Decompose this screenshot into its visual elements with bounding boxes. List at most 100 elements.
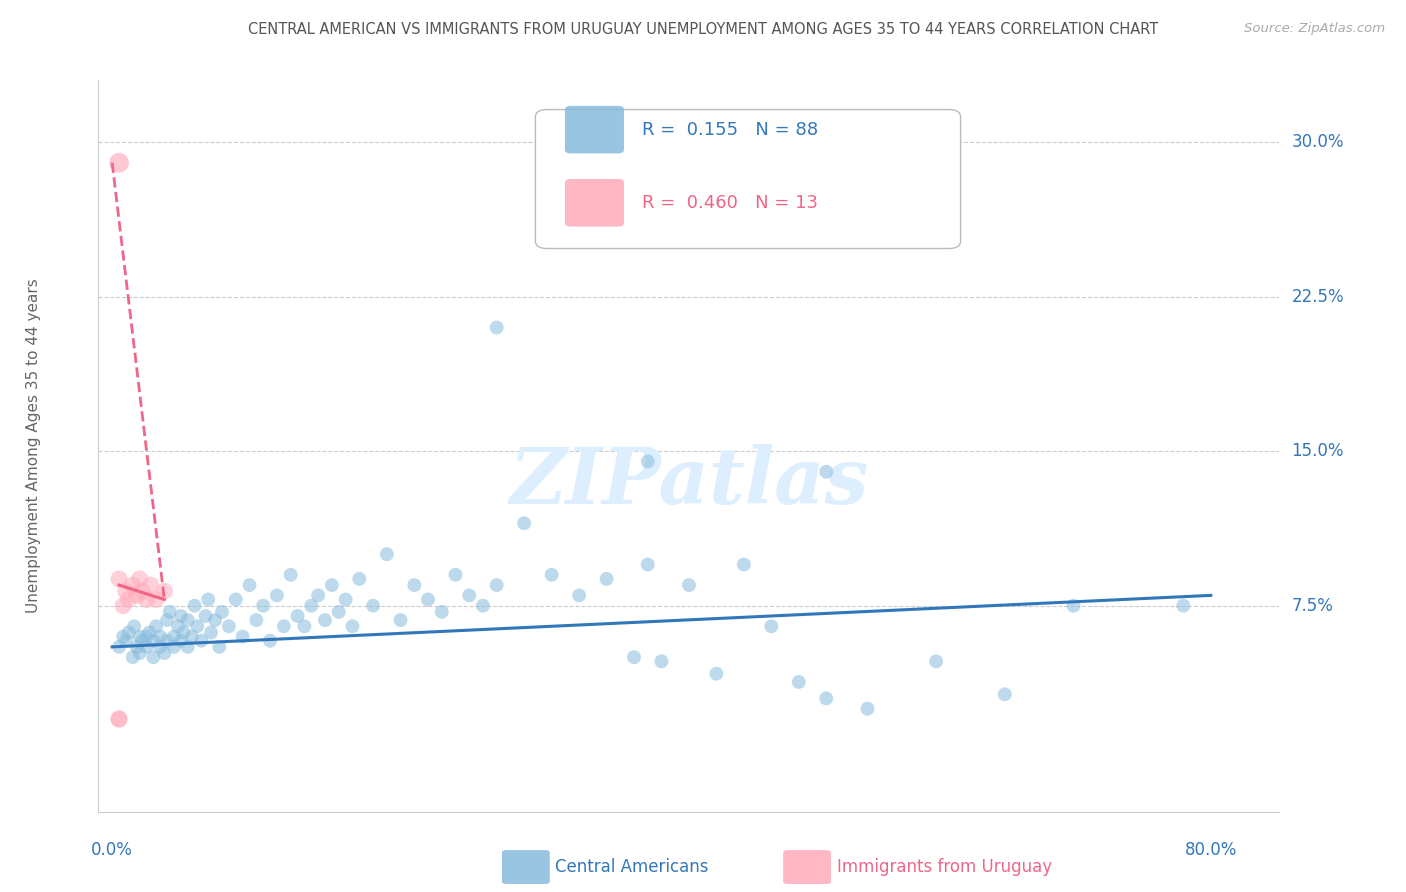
Point (994, 687, 1017, 701)
Point (299, 599, 322, 613)
Point (208, 640, 231, 654)
Point (314, 613, 336, 627)
Point (204, 613, 226, 627)
Point (389, 613, 412, 627)
Point (259, 633, 281, 648)
Point (180, 630, 202, 644)
Point (156, 633, 179, 648)
Point (225, 592, 247, 607)
Point (416, 592, 439, 607)
Point (186, 619, 208, 633)
Point (856, 702, 879, 716)
Text: Unemployment Among Ages 35 to 44 years: Unemployment Among Ages 35 to 44 years (25, 278, 41, 614)
Point (1062, 599, 1084, 613)
Point (342, 619, 364, 633)
Point (122, 619, 145, 633)
Point (197, 592, 219, 607)
Point (252, 599, 274, 613)
Point (540, 567, 562, 582)
Point (125, 588, 148, 602)
Point (153, 584, 176, 599)
Text: Central Americans: Central Americans (555, 858, 709, 876)
Point (637, 558, 659, 572)
Point (787, 674, 810, 689)
FancyBboxPatch shape (536, 110, 960, 249)
Point (190, 633, 212, 648)
Point (485, 578, 508, 592)
Point (115, 584, 138, 599)
Point (706, 666, 728, 681)
Point (176, 640, 198, 654)
Point (121, 578, 143, 592)
Point (294, 619, 316, 633)
Point (112, 630, 135, 644)
Text: R =  0.155   N = 88: R = 0.155 N = 88 (641, 120, 818, 138)
Point (142, 650, 165, 665)
Point (115, 633, 138, 648)
Point (128, 646, 150, 660)
Point (637, 454, 659, 468)
Point (200, 625, 222, 640)
Point (173, 625, 195, 640)
Point (194, 609, 217, 624)
Point (815, 465, 838, 479)
Point (375, 547, 398, 561)
Point (128, 572, 150, 586)
Text: 15.0%: 15.0% (1291, 442, 1344, 460)
Point (513, 516, 536, 531)
Point (131, 633, 153, 648)
Point (218, 619, 240, 633)
Text: Immigrants from Uruguay: Immigrants from Uruguay (837, 858, 1052, 876)
Point (623, 650, 645, 665)
Point (131, 584, 153, 599)
Point (925, 654, 948, 668)
Point (170, 633, 193, 648)
Point (108, 572, 131, 586)
Point (678, 578, 700, 592)
Point (135, 592, 157, 607)
Point (321, 578, 343, 592)
Point (761, 619, 783, 633)
Point (108, 640, 131, 654)
Point (471, 599, 494, 613)
Text: 22.5%: 22.5% (1291, 287, 1344, 306)
Point (135, 640, 157, 654)
Point (273, 619, 295, 633)
Point (485, 320, 508, 334)
Point (108, 155, 131, 169)
Point (307, 588, 329, 602)
Point (108, 712, 131, 726)
Point (650, 654, 672, 668)
Point (404, 578, 426, 592)
Text: R =  0.460   N = 13: R = 0.460 N = 13 (641, 194, 818, 211)
Point (232, 630, 254, 644)
FancyBboxPatch shape (565, 179, 624, 227)
Point (245, 613, 267, 627)
Text: CENTRAL AMERICAN VS IMMIGRANTS FROM URUGUAY UNEMPLOYMENT AMONG AGES 35 TO 44 YEA: CENTRAL AMERICAN VS IMMIGRANTS FROM URUG… (247, 22, 1159, 37)
Point (430, 605, 453, 619)
Point (142, 633, 165, 648)
Point (266, 588, 288, 602)
Point (149, 640, 172, 654)
Point (335, 592, 357, 607)
Point (287, 609, 309, 624)
FancyBboxPatch shape (565, 106, 624, 153)
Point (458, 588, 481, 602)
Point (108, 712, 131, 726)
Point (112, 599, 135, 613)
Text: 0.0%: 0.0% (91, 841, 134, 859)
Point (135, 630, 157, 644)
Point (238, 578, 260, 592)
Point (138, 625, 160, 640)
Point (159, 605, 181, 619)
Point (733, 558, 755, 572)
Point (1173, 599, 1195, 613)
Point (125, 640, 148, 654)
Point (121, 650, 143, 665)
Point (170, 609, 193, 624)
Point (349, 572, 371, 586)
Point (595, 572, 617, 586)
Point (183, 599, 205, 613)
Point (568, 588, 591, 602)
Point (328, 605, 350, 619)
